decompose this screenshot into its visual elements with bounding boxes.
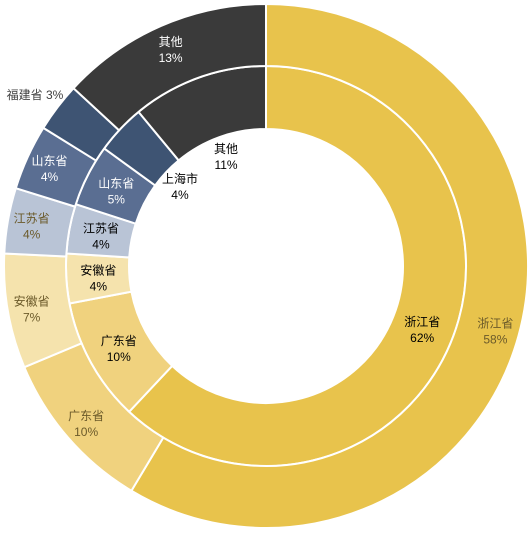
inner-label-1: 广东省 10% — [101, 334, 137, 364]
outer-label-value-1: 10% — [74, 425, 98, 439]
inner-label-name-0: 浙江省 — [404, 315, 440, 329]
outer-slice-6 — [72, 2, 267, 132]
inner-label-name-6: 其他 — [214, 142, 238, 156]
outer-label-value-2: 7% — [23, 310, 41, 324]
inner-label-name-5: 上海市 — [162, 171, 198, 186]
inner-label-3: 江苏省 4% — [83, 222, 119, 252]
outer-label-name-6: 其他 — [159, 35, 183, 49]
outer-label-name-3: 江苏省 — [14, 212, 50, 226]
outer-label-4: 山东省 4% — [31, 154, 67, 184]
inner-label-name-4: 山东省 — [98, 177, 134, 191]
inner-label-value-4: 5% — [108, 193, 126, 207]
outer-label-3: 江苏省 4% — [14, 212, 50, 242]
inner-label-5: 上海市 4% — [162, 171, 198, 202]
outer-label-1: 广东省 10% — [68, 409, 104, 439]
outer-label-name-2: 安徽省 — [14, 293, 50, 308]
inner-label-name-2: 安徽省 — [80, 263, 116, 278]
outer-label-0: 浙江省 58% — [477, 316, 513, 346]
outer-slice-0 — [130, 2, 529, 529]
label-layer: 浙江省 62% 广东省 10% 安徽省 4% 江苏省 4% 山东省 5% 上海市 4% 其他 11% 浙江省… — [7, 35, 514, 439]
inner-label-0: 浙江省 62% — [404, 315, 440, 345]
inner-label-value-1: 10% — [107, 350, 131, 364]
inner-label-name-1: 广东省 — [101, 334, 137, 348]
outer-label-name-0: 浙江省 — [477, 316, 513, 330]
outer-label-5: 福建省 3% — [7, 87, 64, 102]
inner-label-name-3: 江苏省 — [83, 222, 119, 236]
outer-label-2: 安徽省 7% — [14, 293, 50, 324]
outer-label-name-1: 广东省 — [68, 409, 104, 423]
outer-label-6: 其他 13% — [159, 35, 183, 65]
outer-label-value-3: 4% — [23, 228, 41, 242]
inner-label-value-2: 4% — [90, 280, 108, 294]
inner-label-2: 安徽省 4% — [80, 263, 116, 294]
outer-label-value-0: 58% — [483, 332, 507, 346]
inner-label-value-6: 11% — [214, 158, 237, 172]
outer-label-name-4: 山东省 — [31, 154, 67, 168]
slice-layer — [3, 2, 529, 529]
inner-label-value-3: 4% — [92, 238, 110, 252]
inner-label-4: 山东省 5% — [98, 177, 134, 207]
outer-label-value-6: 13% — [159, 51, 183, 65]
inner-label-6: 其他 11% — [214, 142, 238, 172]
outer-label-value-4: 4% — [41, 170, 59, 184]
inner-label-value-0: 62% — [410, 331, 434, 345]
inner-label-value-5: 4% — [171, 188, 189, 202]
